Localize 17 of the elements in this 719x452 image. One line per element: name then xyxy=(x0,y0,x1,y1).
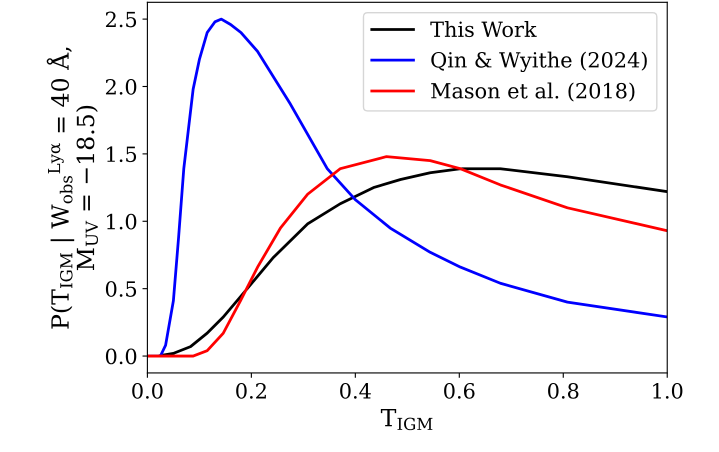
legend-label: This Work xyxy=(430,21,537,38)
x-axis-title: T$_{IGM}$ xyxy=(380,409,432,430)
x-tick-label: 0.8 xyxy=(548,382,578,399)
y-tick-label: 2.5 xyxy=(106,12,136,28)
x-tick-label: 0.2 xyxy=(236,382,266,399)
x-tick-label: 0.0 xyxy=(132,382,163,399)
x-tick-label: 0.4 xyxy=(340,382,371,399)
x-tick-label: 1.0 xyxy=(653,382,682,399)
y-tick-label: 2.0 xyxy=(106,78,136,95)
text: P(T$_{IGM}$ | W$_{obs}$$^{Lyα}$ = 40 Å, M$_{UV}$ = −18.5) xyxy=(46,48,98,329)
legend-label: Qin & Wyithe (2024) xyxy=(431,52,647,72)
y-tick-label: 1.0 xyxy=(107,214,136,230)
y-tick-label: 0.0 xyxy=(106,348,136,364)
y-tick-label: 1.5 xyxy=(107,146,136,162)
x-tick-label: 0.6 xyxy=(444,382,475,399)
y-tick-label: 0.5 xyxy=(106,281,136,297)
legend-label: Mason et al. (2018) xyxy=(431,82,634,102)
